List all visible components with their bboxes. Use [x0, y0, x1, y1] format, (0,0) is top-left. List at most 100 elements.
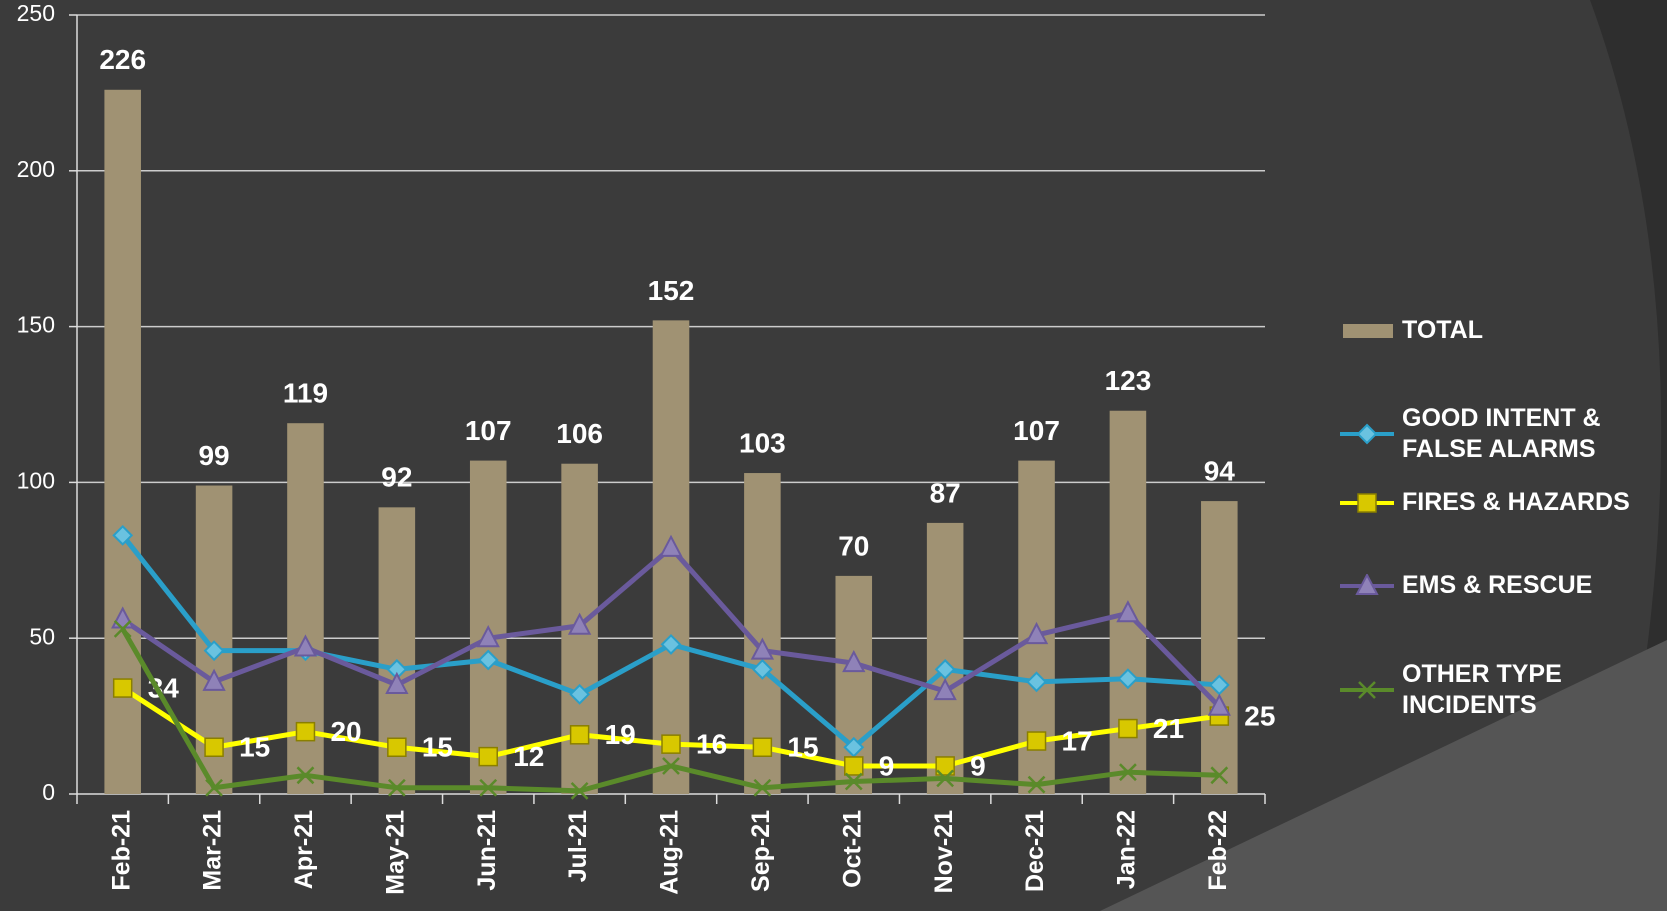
point-marker	[112, 524, 134, 546]
point-marker	[659, 534, 683, 557]
point-marker	[1026, 671, 1047, 693]
y-tick-label: 250	[17, 0, 55, 26]
data-label: 119	[283, 378, 328, 409]
legend-swatch	[1340, 492, 1394, 513]
point-marker	[385, 671, 409, 694]
legend-swatch	[1340, 573, 1394, 595]
legend-swatch	[1340, 423, 1394, 445]
point-marker	[661, 734, 681, 754]
point-marker	[935, 756, 955, 776]
y-tick-label: 150	[17, 312, 55, 338]
data-label: 99	[198, 440, 229, 471]
point-marker	[1118, 718, 1138, 739]
legend-marker	[1358, 681, 1376, 699]
point-marker	[476, 625, 500, 648]
x-tick-label: Aug-21	[656, 810, 684, 895]
point-marker	[203, 640, 225, 662]
point-marker	[202, 668, 226, 691]
y-tick-label: 200	[17, 156, 55, 182]
legend-label: GOOD INTENT & FALSE ALARMS	[1402, 404, 1601, 463]
point-marker	[844, 772, 863, 791]
legend-entry: GOOD INTENT & FALSE ALARMS	[1338, 403, 1662, 465]
data-label: 17	[1062, 725, 1093, 756]
legend-entry: TOTAL	[1338, 315, 1662, 346]
data-label: 106	[556, 418, 603, 449]
legend-label: TOTAL	[1402, 316, 1484, 344]
legend-label: EMS & RESCUE	[1402, 571, 1593, 599]
y-tick-label: 0	[42, 779, 55, 805]
point-marker	[1207, 693, 1231, 716]
point-marker	[113, 619, 132, 638]
legend-swatch	[1340, 681, 1394, 699]
point-marker	[293, 634, 318, 657]
point-marker	[1117, 668, 1139, 690]
data-label: 70	[838, 530, 869, 561]
legend-entry: EMS & RESCUE	[1338, 570, 1662, 601]
decor-wedge	[1100, 640, 1667, 911]
data-label: 107	[1013, 415, 1060, 446]
data-label: 107	[465, 415, 512, 446]
x-tick-label: Dec-21	[1021, 810, 1049, 892]
x-tick-label: Apr-21	[290, 810, 318, 889]
legend-marker	[1357, 492, 1377, 513]
point-marker	[842, 649, 866, 673]
point-marker	[660, 634, 682, 655]
x-tick-label: Nov-21	[930, 810, 958, 893]
point-marker	[569, 683, 591, 705]
data-label: 103	[739, 427, 786, 458]
data-label: 152	[648, 275, 695, 306]
data-label: 16	[696, 729, 727, 760]
legend-label: FIRES & HAZARDS	[1402, 488, 1630, 516]
point-marker	[478, 746, 498, 767]
data-label: 15	[422, 732, 453, 763]
point-marker	[570, 782, 589, 800]
point-marker	[204, 737, 224, 758]
point-marker	[753, 778, 772, 797]
legend-entry: FIRES & HAZARDS	[1338, 487, 1662, 518]
legend-entry: OTHER TYPE INCIDENTS	[1338, 659, 1662, 721]
y-tick-label: 50	[29, 623, 55, 649]
data-label: 94	[1204, 455, 1236, 486]
x-tick-label: Jun-21	[473, 810, 501, 891]
point-marker	[296, 766, 315, 785]
x-tick-label: Sep-21	[747, 810, 775, 892]
x-tick-label: Feb-21	[107, 810, 135, 891]
data-label: 87	[930, 477, 961, 508]
y-tick-label: 100	[17, 467, 55, 493]
point-marker	[387, 778, 406, 797]
data-label: 123	[1105, 365, 1152, 396]
point-marker	[844, 756, 864, 776]
data-label: 20	[330, 716, 361, 747]
data-label: 25	[1244, 700, 1275, 731]
data-label: 92	[381, 462, 412, 493]
point-marker	[750, 637, 775, 660]
data-label: 15	[787, 732, 818, 763]
point-marker	[569, 725, 590, 745]
x-tick-label: Jul-21	[564, 810, 592, 882]
bar	[104, 89, 141, 794]
data-label: 9	[879, 750, 895, 781]
point-marker	[933, 678, 957, 701]
x-tick-label: May-21	[381, 810, 409, 895]
point-marker	[295, 721, 316, 742]
point-marker	[205, 778, 223, 797]
point-marker	[1024, 621, 1049, 645]
legend-bar	[1343, 323, 1393, 338]
data-label: 12	[513, 741, 544, 772]
bar	[926, 522, 964, 794]
point-marker	[751, 658, 773, 680]
data-label: 226	[99, 44, 146, 75]
point-marker	[477, 649, 499, 671]
legend-label: OTHER TYPE INCIDENTS	[1402, 660, 1562, 719]
point-marker	[1119, 763, 1137, 782]
point-marker	[567, 612, 592, 635]
point-marker	[112, 678, 133, 698]
point-marker	[387, 737, 407, 758]
point-marker	[1027, 775, 1046, 794]
point-marker	[936, 769, 955, 788]
bar	[1201, 501, 1238, 794]
data-label: 21	[1153, 713, 1184, 744]
point-marker	[1026, 731, 1047, 751]
